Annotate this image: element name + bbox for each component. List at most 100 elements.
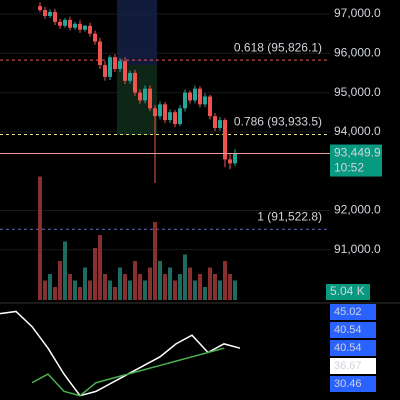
- candle-body: [183, 92, 187, 109]
- volume-bar: [78, 287, 82, 300]
- volume-bar: [108, 280, 112, 300]
- candle-body: [138, 92, 142, 101]
- volume-bar: [43, 280, 47, 300]
- volume-bar: [98, 235, 102, 300]
- candle-body: [48, 12, 52, 16]
- volume-bar: [163, 274, 167, 300]
- candle-body: [158, 104, 162, 117]
- indicator-label: 40.54: [334, 342, 362, 354]
- fib-label: 0.618 (95,826.1): [234, 40, 322, 54]
- volume-bar: [213, 274, 217, 300]
- indicator-label-box: [330, 322, 376, 338]
- candle-body: [88, 25, 92, 34]
- volume-bar: [53, 287, 57, 300]
- candle-body: [118, 61, 122, 70]
- candle-body: [38, 6, 42, 11]
- candle-body: [128, 72, 132, 81]
- candle-body: [153, 108, 157, 117]
- y-tick-label: 96,000.0: [334, 45, 381, 59]
- volume-bar: [58, 261, 62, 300]
- y-tick-label: 92,000.0: [334, 203, 381, 217]
- candle-body: [53, 12, 57, 22]
- volume-bar: [68, 274, 72, 300]
- indicator-label-box: [330, 358, 376, 374]
- indicator-label-box: [330, 304, 376, 320]
- candle-body: [168, 112, 172, 121]
- indicator-line: [31, 347, 225, 397]
- volume-bar: [143, 280, 147, 300]
- volume-bar: [138, 274, 142, 300]
- candle-body: [173, 112, 177, 125]
- last-price-label: 93,449.9: [334, 146, 381, 160]
- candle-body: [63, 19, 67, 26]
- volume-bar: [123, 274, 127, 300]
- volume-bar: [48, 274, 52, 300]
- volume-bar: [63, 241, 67, 300]
- indicator-label: 36.67: [334, 360, 362, 372]
- candle-body: [163, 104, 167, 121]
- volume-bar: [153, 222, 157, 300]
- y-tick-label: 94,000.0: [334, 124, 381, 138]
- indicator-line: [0, 310, 241, 397]
- volume-bar: [113, 287, 117, 300]
- zone: [117, 0, 157, 65]
- volume-bar: [198, 274, 202, 300]
- volume-bar: [133, 261, 137, 300]
- candle-body: [43, 10, 47, 16]
- volume-bar: [208, 267, 212, 300]
- last-price-box: [330, 144, 382, 177]
- volume-bar: [218, 280, 222, 300]
- volume-bar: [228, 274, 232, 300]
- volume-bar: [183, 254, 187, 300]
- volume-bar: [233, 280, 237, 300]
- candle-body: [203, 96, 207, 105]
- volume-bar: [223, 261, 227, 300]
- candle-body: [193, 88, 197, 101]
- volume-bar: [188, 267, 192, 300]
- indicator-label: 40.54: [334, 324, 362, 336]
- last-price-time: 10:52: [334, 161, 364, 175]
- volume-bar: [103, 274, 107, 300]
- candle-body: [58, 21, 62, 26]
- volume-box: [326, 284, 370, 300]
- volume-bar: [148, 267, 152, 300]
- volume-bar: [73, 280, 77, 300]
- candle-body: [178, 108, 182, 125]
- volume-bar: [88, 280, 92, 300]
- y-tick-label: 95,000.0: [334, 85, 381, 99]
- candle-body: [148, 88, 152, 109]
- fib-label: 0.786 (93,933.5): [234, 115, 322, 129]
- candle-body: [188, 92, 192, 101]
- fib-label: 1 (91,522.8): [257, 209, 322, 223]
- candle-body: [78, 23, 82, 30]
- candle-body: [123, 61, 127, 81]
- y-tick-label: 97,000.0: [334, 6, 381, 20]
- volume-bar: [158, 261, 162, 300]
- volume-bar: [173, 280, 177, 300]
- candle-body: [103, 65, 107, 77]
- candle-body: [98, 41, 102, 66]
- candle-body: [208, 96, 212, 117]
- candle-body: [133, 72, 137, 93]
- candle-body: [143, 88, 147, 101]
- volume-bar: [168, 267, 172, 300]
- candle-body: [198, 88, 202, 105]
- volume-bar: [203, 287, 207, 300]
- candle-body: [228, 159, 232, 164]
- candle-body: [113, 57, 117, 70]
- volume-bar: [83, 267, 87, 300]
- candle-body: [108, 57, 112, 77]
- volume-bar: [38, 176, 42, 300]
- volume-bar: [193, 280, 197, 300]
- candle-body: [93, 33, 97, 42]
- candle-body: [223, 120, 227, 160]
- candle-body: [218, 120, 222, 128]
- candle-body: [68, 19, 72, 28]
- indicator-label: 30.46: [334, 378, 362, 390]
- indicator-label: 45.02: [334, 306, 362, 318]
- indicator-label-box: [330, 340, 376, 356]
- candle-body: [73, 23, 77, 28]
- indicator-label-box: [330, 376, 376, 392]
- y-tick-label: 91,000.0: [334, 242, 381, 256]
